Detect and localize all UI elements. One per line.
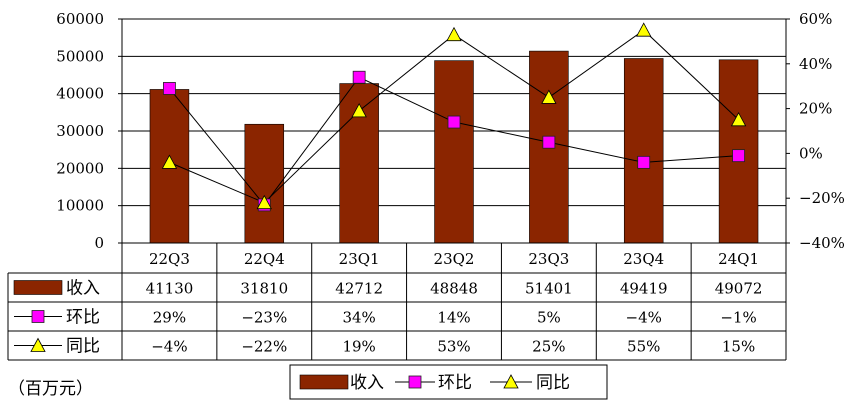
point xyxy=(732,149,745,163)
table-cell: 31810 xyxy=(240,280,288,298)
axes: 60000 50000 40000 30000 20000 10000 0 60% 40% 20%… xyxy=(56,10,845,252)
row-label: 收入 xyxy=(66,279,100,299)
x-tick-label: 23Q1 xyxy=(339,250,380,268)
point xyxy=(352,70,366,84)
x-tick-label: 22Q4 xyxy=(244,250,285,268)
table-cell: 25% xyxy=(532,338,565,356)
table-cell: 34% xyxy=(342,309,375,327)
y-left-tick-label: 60000 xyxy=(56,10,104,28)
y-left-tick-label: 0 xyxy=(94,234,104,252)
point xyxy=(351,102,367,118)
y-right-tick-label: 0% xyxy=(799,144,823,162)
point xyxy=(542,135,556,149)
x-tick-label: 23Q3 xyxy=(528,250,569,268)
table-cell: −22% xyxy=(241,338,287,356)
table-cell: 5% xyxy=(537,309,561,327)
y-right-tick-label: 40% xyxy=(799,55,832,73)
y-left-tick-label: 30000 xyxy=(56,122,104,140)
legend-key xyxy=(408,375,422,389)
table-cell: 14% xyxy=(437,309,470,327)
x-tick-label: 22Q3 xyxy=(149,250,190,268)
x-tick-label: 23Q2 xyxy=(434,250,475,268)
bar xyxy=(244,123,285,244)
y-right-tick-label: 20% xyxy=(799,100,832,118)
row-key xyxy=(31,310,45,323)
y-left-tick-label: 50000 xyxy=(56,47,104,65)
point xyxy=(256,194,272,210)
y-right-tick-label: −40% xyxy=(799,234,845,252)
table-cell: 53% xyxy=(437,338,470,356)
point xyxy=(636,22,652,37)
row-label: 同比 xyxy=(66,337,100,357)
point xyxy=(447,115,461,129)
table-cell: −1% xyxy=(720,309,756,327)
legend-label: 同比 xyxy=(536,373,570,393)
point xyxy=(446,26,462,42)
legend-key xyxy=(299,374,349,390)
table-cell: 49419 xyxy=(620,280,668,298)
table-cell: −23% xyxy=(241,309,287,327)
row-key xyxy=(30,337,46,352)
y-right-tick-label: 60% xyxy=(799,10,832,28)
table-cell: −4% xyxy=(151,338,187,356)
bar xyxy=(434,60,474,244)
unit-note: （百万元） xyxy=(8,379,93,399)
legend-key xyxy=(503,374,519,389)
point xyxy=(163,82,176,95)
y-left-tick-label: 20000 xyxy=(56,159,104,177)
table-cell: 15% xyxy=(722,338,755,356)
point xyxy=(161,154,178,169)
table-cell: 51401 xyxy=(525,280,573,298)
legend-label: 环比 xyxy=(438,373,472,393)
legend-label: 收入 xyxy=(350,373,384,393)
line-series xyxy=(161,22,747,212)
y-left-tick-label: 40000 xyxy=(56,85,104,103)
table-cell: 48848 xyxy=(430,280,478,298)
table-cell: 29% xyxy=(153,309,186,327)
table-cell: 55% xyxy=(627,338,660,356)
x-tick-label: 23Q4 xyxy=(623,250,664,268)
row-key xyxy=(13,280,63,295)
table-cell: 49072 xyxy=(715,280,763,298)
point xyxy=(541,89,557,104)
y-right-tick-label: −20% xyxy=(799,189,845,207)
bar-series xyxy=(149,50,759,244)
table-cell: 41130 xyxy=(146,280,194,298)
table-cell: 19% xyxy=(342,338,375,356)
table-cell: −4% xyxy=(626,309,662,327)
table-cell: 42712 xyxy=(335,280,383,298)
point xyxy=(637,155,651,169)
data-table: 22Q3 22Q4 23Q1 23Q2 23Q3 23Q4 24Q1 收入 41130 31810… xyxy=(7,242,787,361)
legend: 收入 环比 同比 xyxy=(289,364,608,400)
bar xyxy=(623,58,664,244)
y-left-tick-label: 10000 xyxy=(56,197,104,215)
point xyxy=(730,111,747,127)
row-label: 环比 xyxy=(66,308,100,328)
x-tick-label: 24Q1 xyxy=(718,250,759,268)
